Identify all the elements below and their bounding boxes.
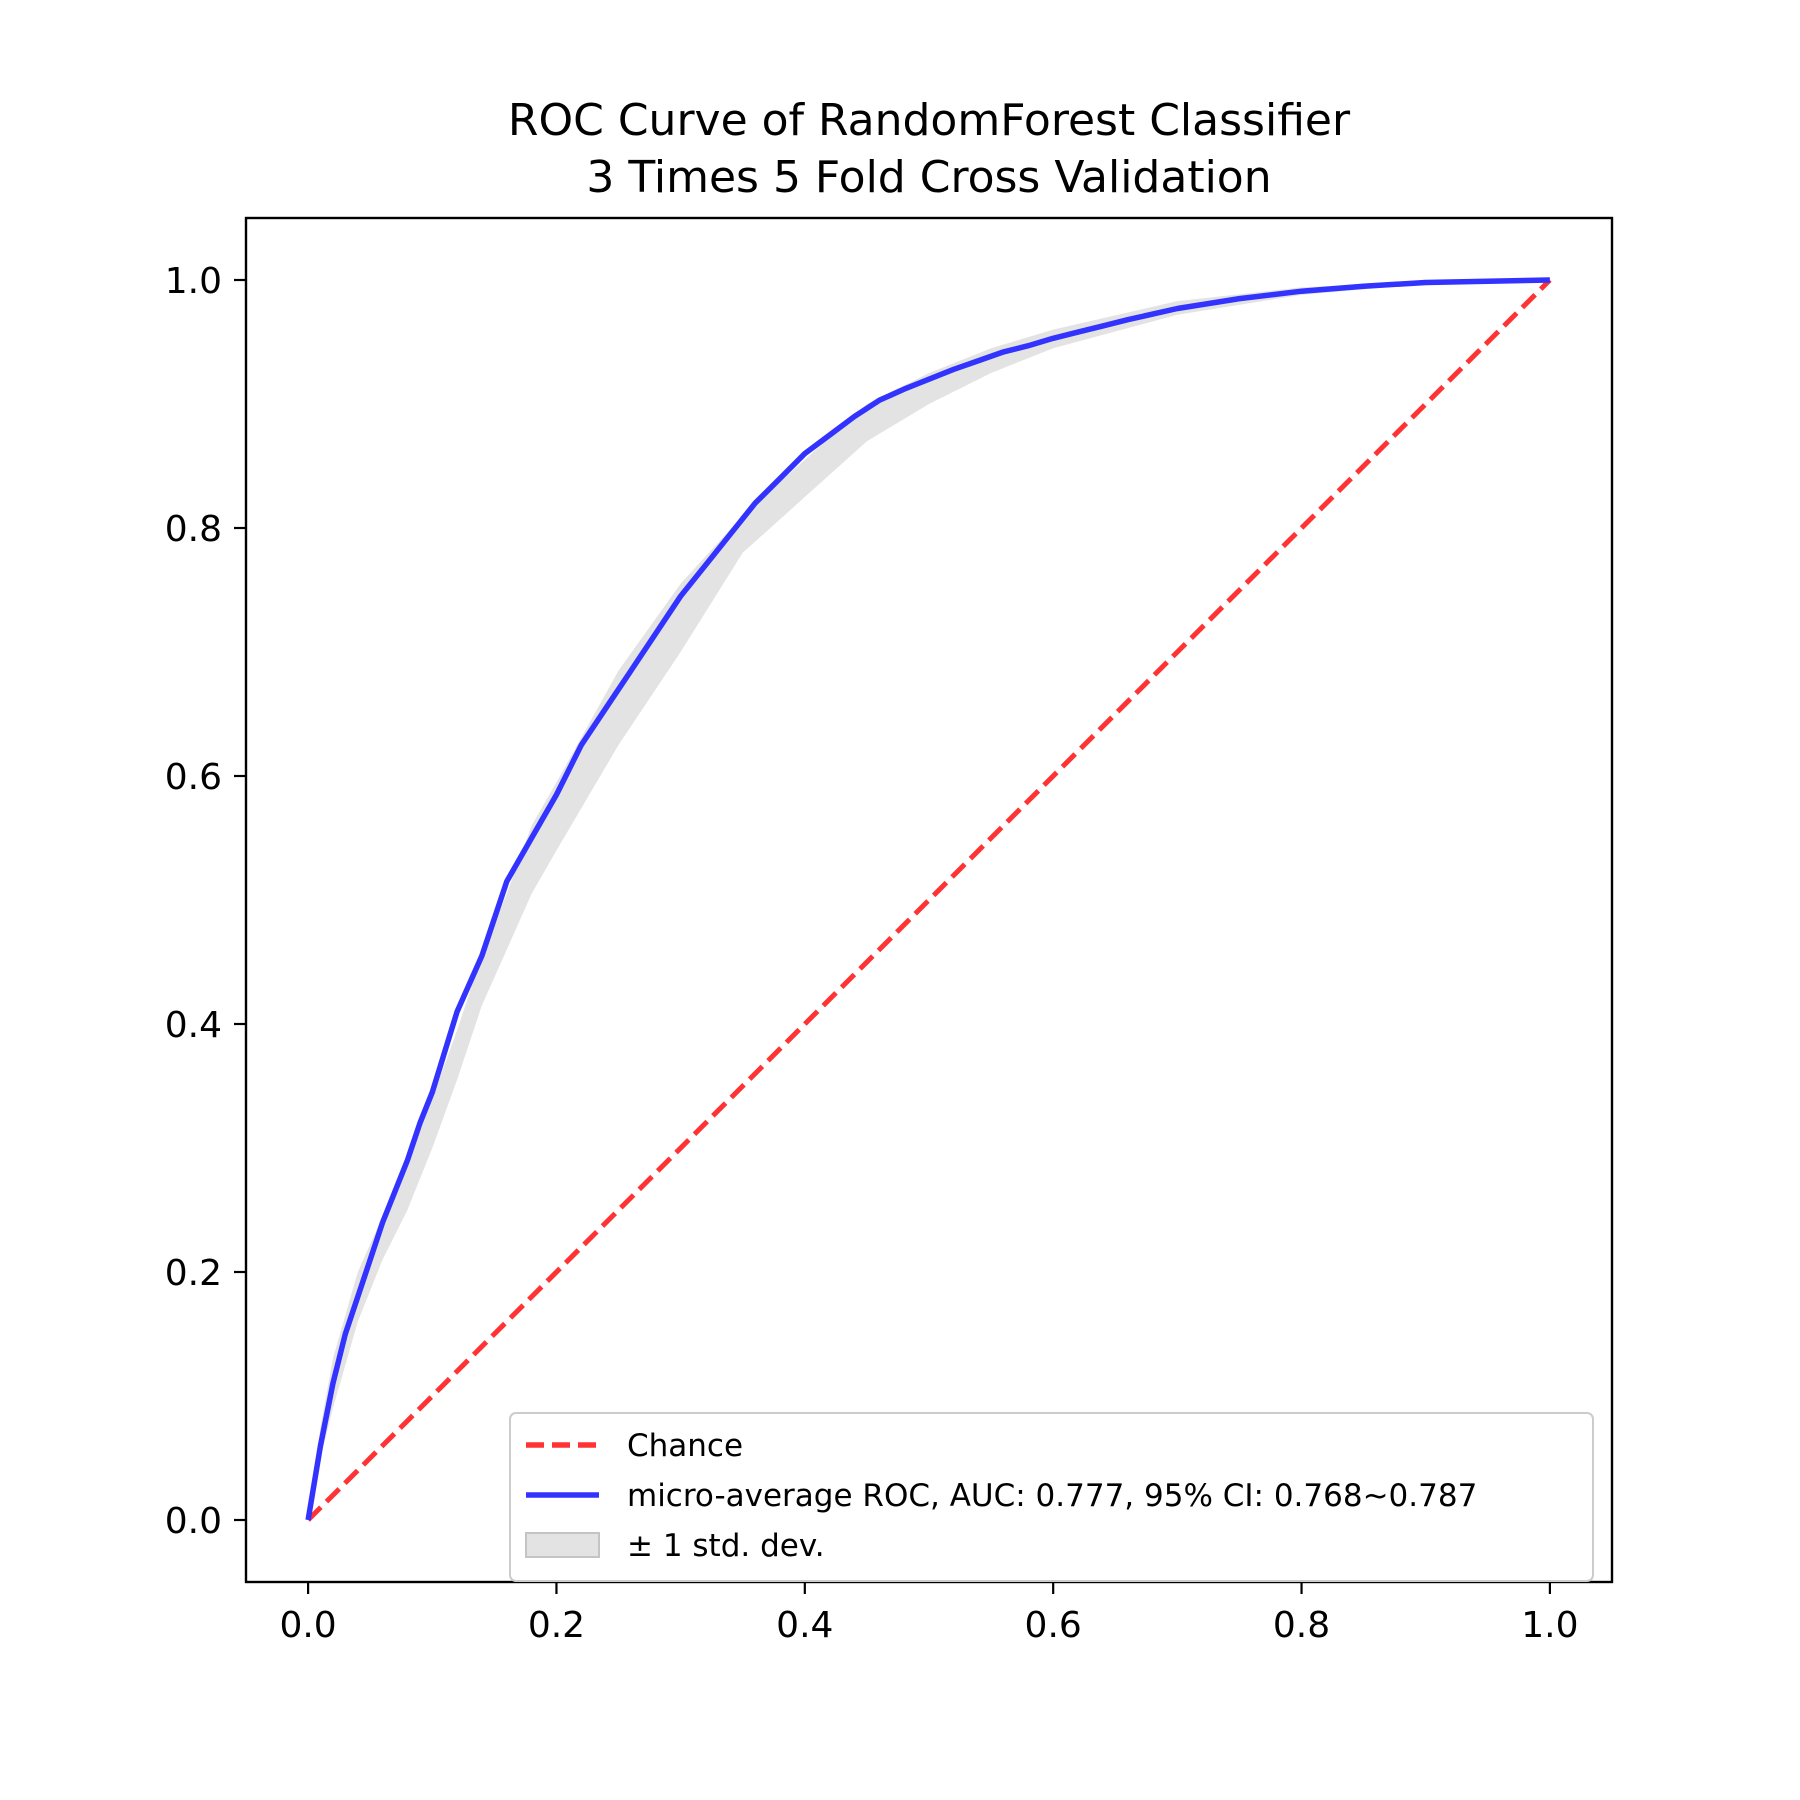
y-tick-label: 0.0 xyxy=(165,1501,222,1542)
y-tick-label: 0.2 xyxy=(165,1253,222,1294)
legend-handle-std-dev xyxy=(525,1532,600,1558)
y-tick-label: 0.8 xyxy=(165,509,222,550)
series-layer xyxy=(305,277,1552,1522)
x-tick-label: 0.0 xyxy=(279,1605,336,1646)
x-tick-label: 1.0 xyxy=(1521,1605,1578,1646)
legend-label: ± 1 std. dev. xyxy=(627,1528,825,1564)
chart-title-line-1: ROC Curve of RandomForest Classifier xyxy=(508,95,1351,146)
x-tick-label: 0.4 xyxy=(776,1605,833,1646)
legend-box xyxy=(509,1412,1594,1582)
x-tick-label: 0.8 xyxy=(1273,1605,1330,1646)
chart-title: ROC Curve of RandomForest Classifier 3 T… xyxy=(508,95,1351,203)
chance-line xyxy=(306,278,1552,1522)
legend-label: micro-average ROC, AUC: 0.777, 95% CI: 0… xyxy=(627,1478,1477,1514)
y-axis: 0.0 0.2 0.4 0.6 0.8 1.0 xyxy=(165,261,246,1542)
legend-label: Chance xyxy=(627,1428,743,1464)
chart-title-line-2: 3 Times 5 Fold Cross Validation xyxy=(586,152,1271,203)
y-tick-label: 1.0 xyxy=(165,261,222,302)
x-axis: 0.0 0.2 0.4 0.6 0.8 1.0 xyxy=(279,1582,1579,1646)
x-tick-label: 0.2 xyxy=(528,1605,585,1646)
y-tick-label: 0.4 xyxy=(165,1005,222,1046)
legend: Chance micro-average ROC, AUC: 0.777, 95%… xyxy=(509,1412,1594,1582)
plot-frame xyxy=(244,216,1614,1584)
x-tick-label: 0.6 xyxy=(1025,1605,1082,1646)
micro-average-roc-line xyxy=(305,277,1550,1521)
y-tick-label: 0.6 xyxy=(165,757,222,798)
